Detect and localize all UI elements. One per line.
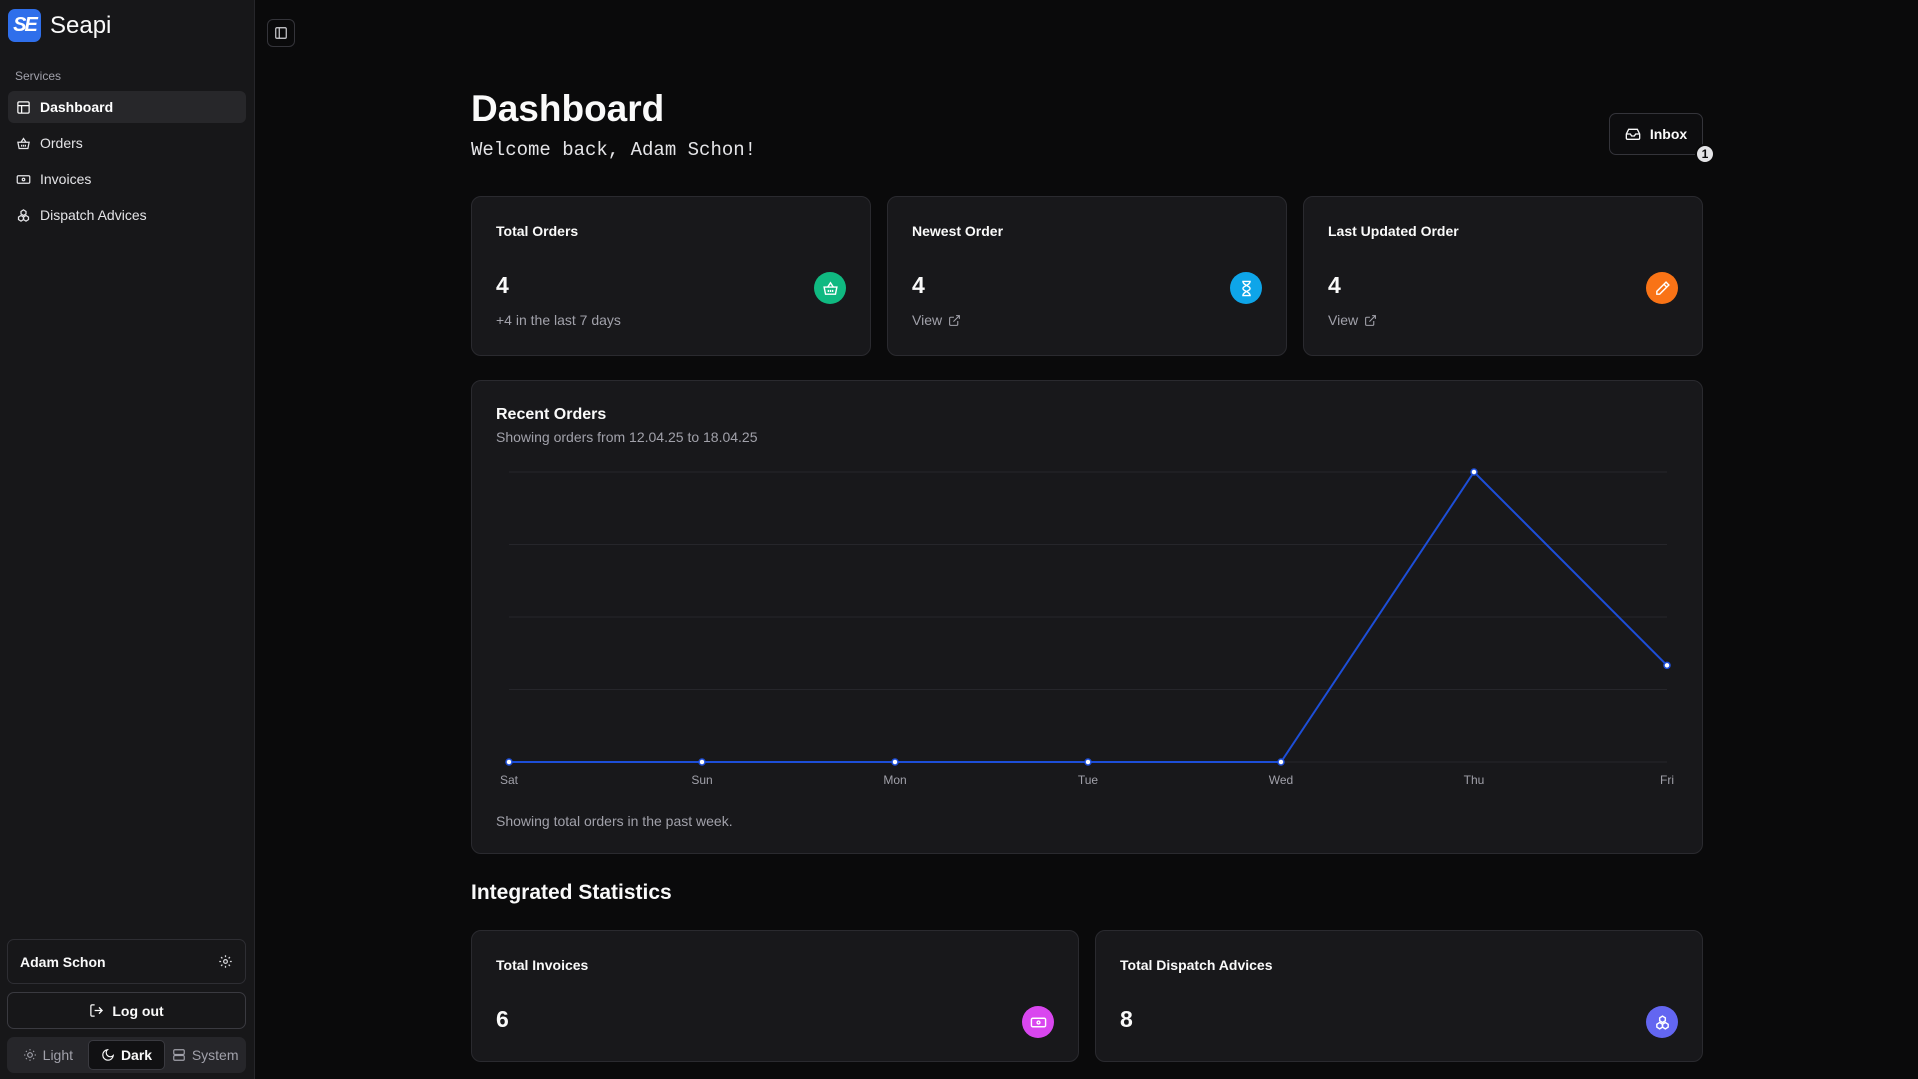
welcome-message: Welcome back, Adam Schon! [471,139,757,161]
theme-switch: Light Dark System [7,1037,246,1073]
chart-x-tick-label: Sat [500,773,519,787]
theme-system-option[interactable]: System [167,1040,243,1070]
chart-x-tick-label: Sun [691,773,712,787]
stat-value: 6 [496,1006,509,1032]
stat-value: 4 [496,272,509,298]
sidebar-nav: Dashboard Orders Invoices Dispatch Advic… [8,91,246,235]
view-newest-order-link[interactable]: View [912,312,961,328]
brand-name: Seapi [50,11,112,39]
inbox-label: Inbox [1649,126,1688,142]
theme-light-option[interactable]: Light [10,1040,86,1070]
pencil-icon [1646,272,1678,304]
sidebar-item-orders[interactable]: Orders [8,127,246,159]
chart-point[interactable] [1277,758,1285,766]
sidebar: SE Seapi Services Dashboard Orders Invoi… [0,0,255,1079]
stat-card-total-orders: Total Orders 4 +4 in the last 7 days [471,196,871,356]
basket-icon [814,272,846,304]
logout-button[interactable]: Log out [7,992,246,1029]
sidebar-item-dashboard[interactable]: Dashboard [8,91,246,123]
chart-point[interactable] [1084,758,1092,766]
logout-label: Log out [112,1002,164,1019]
sun-icon [23,1049,36,1061]
stat-subtext: +4 in the last 7 days [496,312,621,328]
sidebar-item-label: Orders [40,135,83,151]
chart-point[interactable] [505,758,513,766]
chart-point[interactable] [1663,661,1671,670]
chart-footer: Showing total orders in the past week. [496,813,733,829]
chart-point[interactable] [1470,468,1478,476]
view-last-updated-order-link[interactable]: View [1328,312,1377,328]
stat-value: 4 [912,272,925,298]
sidebar-item-label: Dashboard [40,99,114,115]
inbox-icon [1625,128,1641,140]
chart-point[interactable] [698,758,706,766]
chart-x-tick-label: Mon [883,773,906,787]
theme-system-label: System [191,1047,239,1063]
inbox-count-badge: 1 [1695,144,1715,164]
stat-card-total-dispatch-advices: Total Dispatch Advices 8 [1095,930,1703,1062]
view-link-label: View [912,312,943,328]
stat-title: Newest Order [912,223,1004,239]
layout-dashboard-icon [17,100,30,114]
gear-icon[interactable] [218,954,233,969]
integrated-statistics-heading: Integrated Statistics [471,881,672,904]
recent-orders-card: Recent Orders Showing orders from 12.04.… [471,380,1703,854]
stat-card-newest-order: Newest Order 4 View [887,196,1287,356]
banknote-icon [1022,1006,1054,1038]
chart-point[interactable] [891,758,899,766]
brand[interactable]: SE Seapi [8,9,111,42]
boxes-icon [17,208,30,222]
user-name: Adam Schon [20,953,106,970]
stat-title: Total Orders [496,223,579,239]
stat-title: Total Invoices [496,957,589,973]
inbox-button[interactable]: Inbox 1 [1609,113,1715,164]
theme-light-label: Light [42,1047,74,1063]
chart-x-tick-label: Wed [1269,773,1293,787]
stat-card-total-invoices: Total Invoices 6 [471,930,1079,1062]
log-out-icon [90,1004,104,1017]
chart-title: Recent Orders [496,406,607,423]
recent-orders-chart: Sat Sun Mon Tue Wed Thu Fri [500,468,1674,787]
stat-subtext-label: +4 in the last 7 days [496,312,621,328]
theme-dark-label: Dark [120,1047,153,1063]
server-icon [172,1049,185,1061]
banknote-icon [16,174,31,184]
theme-dark-option[interactable]: Dark [87,1040,166,1070]
stat-title: Total Dispatch Advices [1120,957,1273,973]
sidebar-item-invoices[interactable]: Invoices [8,163,246,195]
page-title: Dashboard [471,88,665,129]
sidebar-item-label: Invoices [40,171,92,187]
stat-title: Last Updated Order [1328,223,1459,239]
hourglass-icon [1230,272,1262,304]
basket-icon [17,136,30,149]
moon-icon [102,1048,114,1061]
user-card[interactable]: Adam Schon [7,939,246,984]
stat-value: 4 [1328,272,1341,298]
sidebar-item-dispatch-advices[interactable]: Dispatch Advices [8,199,246,231]
brand-logo: SE [8,9,41,42]
stat-card-last-updated-order: Last Updated Order 4 View [1303,196,1703,356]
chart-x-tick-label: Tue [1078,773,1099,787]
view-link-label: View [1328,312,1359,328]
chart-x-tick-label: Thu [1464,773,1485,787]
stat-value: 8 [1120,1006,1133,1032]
external-link-icon [949,314,961,326]
sidebar-toggle-button[interactable] [267,19,295,47]
chart-x-tick-label: Fri [1660,773,1674,787]
external-link-icon [1365,314,1377,326]
sidebar-item-label: Dispatch Advices [40,207,147,223]
services-section-label: Services [15,69,62,83]
panel-left-icon [275,27,287,39]
chart-subtitle: Showing orders from 12.04.25 to 18.04.25 [496,429,758,445]
boxes-icon [1646,1006,1678,1038]
